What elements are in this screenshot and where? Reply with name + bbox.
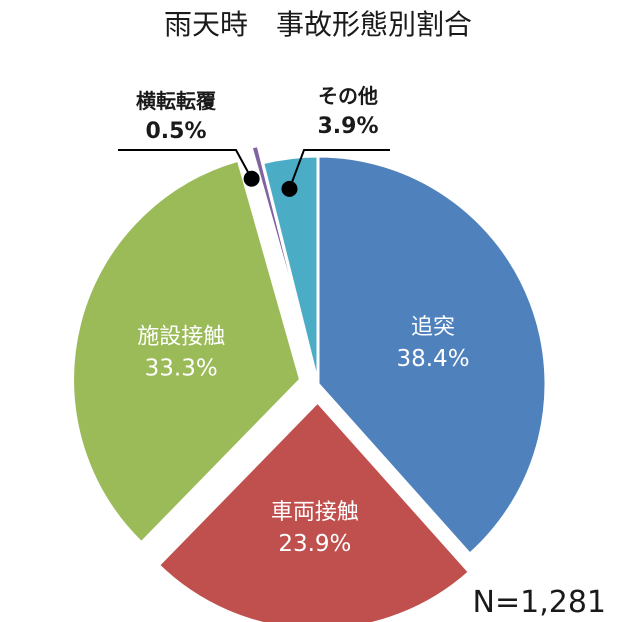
callout-dot bbox=[281, 180, 298, 197]
sample-size-note: N=1,281 bbox=[473, 585, 606, 620]
slice-4 bbox=[249, 143, 315, 368]
slice-1 bbox=[316, 154, 548, 557]
slice-value-label: 33.3% bbox=[145, 355, 218, 381]
slice-value-label: 38.4% bbox=[396, 346, 469, 372]
slice-3 bbox=[71, 158, 303, 545]
callout-value-label: 3.9% bbox=[317, 114, 378, 139]
callout-leader-line bbox=[118, 149, 253, 180]
slice-5 bbox=[260, 154, 320, 385]
callout-dot bbox=[243, 170, 260, 187]
pie-slices bbox=[71, 143, 548, 622]
callout-label: 横転転覆 bbox=[136, 89, 217, 113]
chart-title: 雨天時 事故形態別割合 bbox=[164, 8, 472, 41]
callout-leader-line bbox=[288, 149, 390, 190]
slice-2 bbox=[156, 399, 472, 622]
slice-label: 追突 bbox=[411, 315, 455, 340]
callout-value-label: 0.5% bbox=[145, 119, 206, 144]
slice-value-label: 23.9% bbox=[278, 531, 351, 557]
pie-labels: 追突 38.4% 車両接触 23.9% 施設接触 33.3% 横転転覆 0.5% その他 3.9% bbox=[136, 84, 470, 557]
pie-callouts bbox=[118, 149, 390, 197]
slice-label: 車両接触 bbox=[271, 500, 359, 525]
slice-label: 施設接触 bbox=[137, 324, 225, 349]
callout-label: その他 bbox=[318, 84, 378, 108]
